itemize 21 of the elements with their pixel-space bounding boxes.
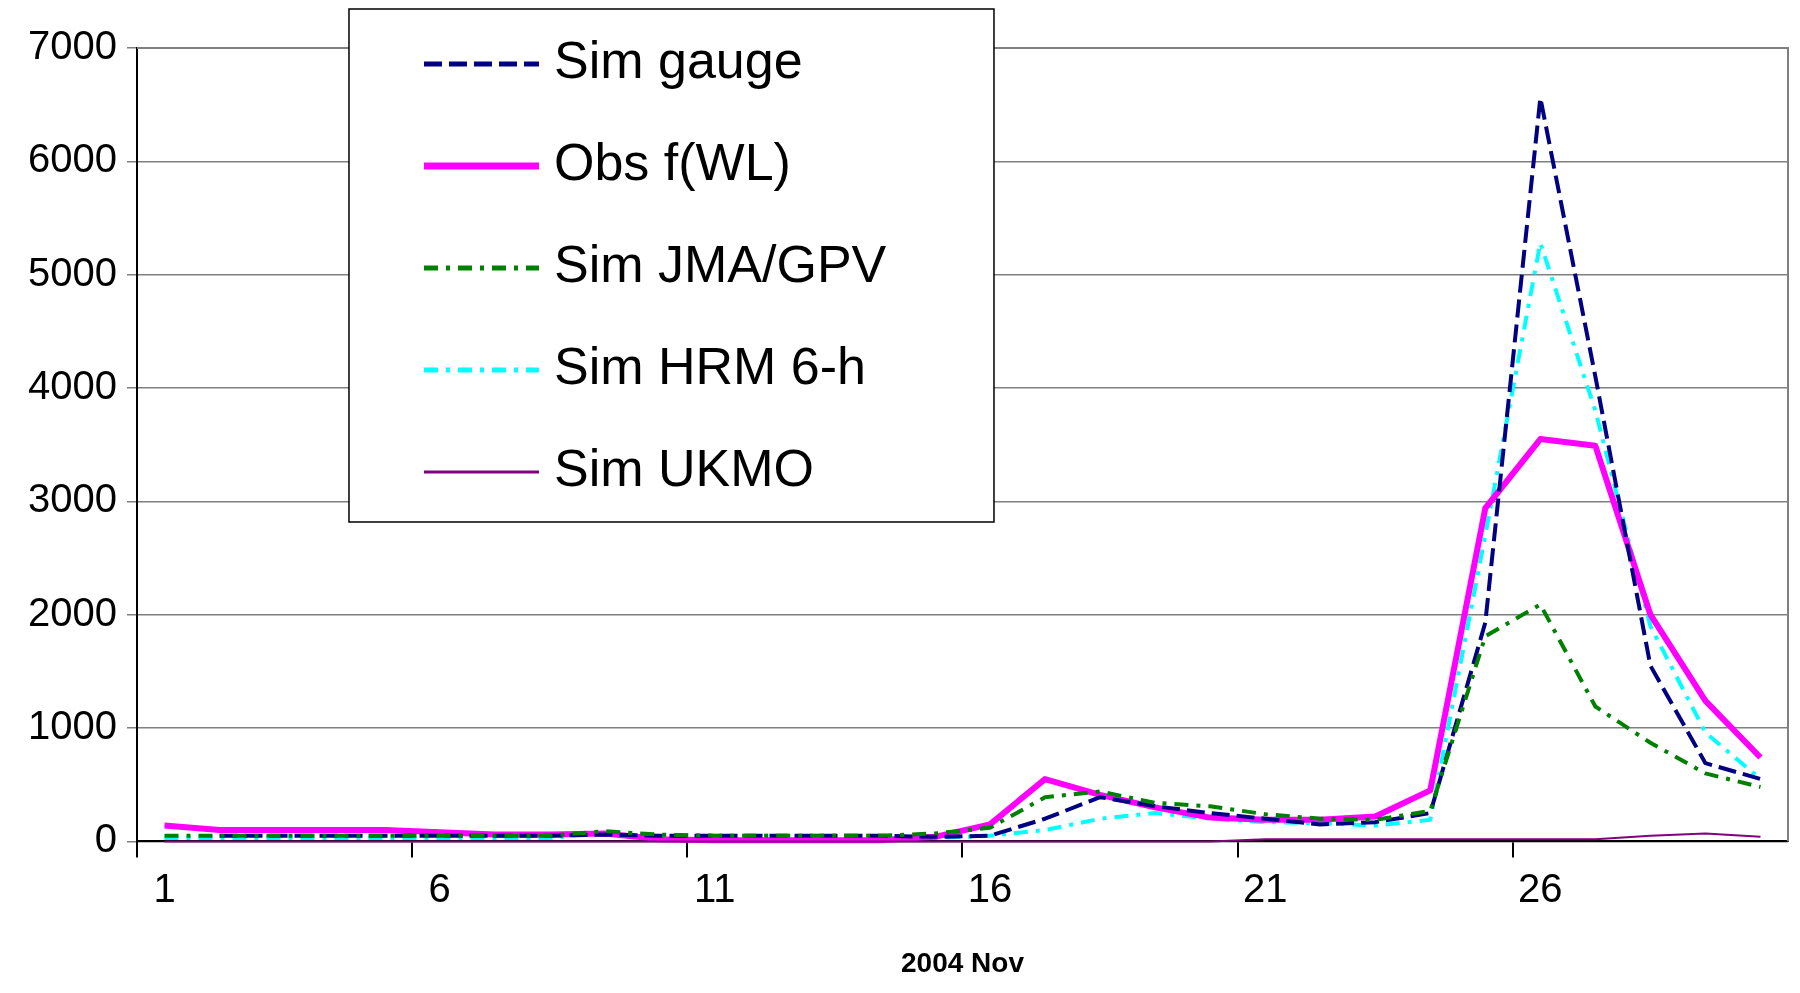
y-tick-label: 1000	[28, 703, 117, 748]
legend-label: Obs f(WL)	[553, 133, 791, 192]
legend-label: Sim gauge	[553, 31, 803, 90]
x-tick-label: 26	[1518, 866, 1563, 911]
x-axis-title: 2004 Nov	[901, 946, 1025, 978]
y-tick-label: 6000	[28, 136, 117, 181]
y-tick-label: 4000	[28, 363, 117, 408]
y-tick-label: 0	[94, 816, 117, 861]
x-tick-label: 1	[153, 866, 176, 911]
x-tick-label: 21	[1242, 866, 1288, 911]
y-tick-label: 5000	[28, 249, 117, 294]
y-tick-label: 3000	[28, 476, 117, 521]
legend-label: Sim UKMO	[553, 439, 814, 498]
legend-label: Sim HRM 6-h	[553, 337, 867, 396]
x-tick-label: 11	[694, 866, 736, 911]
line-series	[162, 602, 1763, 838]
x-tick-label: 16	[967, 866, 1013, 911]
legend-label: Sim JMA/GPV	[553, 235, 887, 294]
x-tick-label: 6	[428, 866, 451, 911]
y-tick-label: 2000	[28, 589, 117, 634]
y-tick-label: 7000	[28, 23, 117, 68]
